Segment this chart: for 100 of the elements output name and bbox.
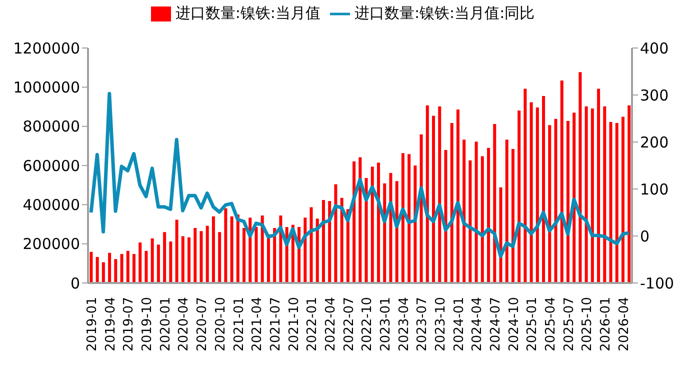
- bar: [474, 142, 478, 283]
- bar: [200, 231, 203, 283]
- bar: [334, 184, 338, 283]
- bar: [175, 220, 178, 283]
- bar: [126, 250, 130, 283]
- bar: [462, 140, 466, 283]
- y2-tick-label: 200: [640, 133, 669, 152]
- bar: [358, 157, 362, 283]
- bar: [266, 234, 270, 283]
- y-tick-label: 800000: [22, 118, 80, 136]
- bar: [150, 238, 154, 283]
- x-tick-label: 2021-04: [250, 297, 266, 352]
- x-tick-label: 2020-07: [195, 297, 210, 352]
- bar: [316, 218, 319, 283]
- bar: [548, 125, 552, 283]
- y-tick-label: 600000: [22, 156, 80, 175]
- bar: [328, 200, 332, 283]
- y2-tick-label: 100: [640, 180, 669, 198]
- x-tick-label: 2019-04: [103, 297, 118, 352]
- bar: [420, 134, 423, 283]
- y-tick-label: 400000: [22, 196, 80, 214]
- bar: [322, 200, 325, 283]
- bar: [468, 160, 472, 283]
- bar: [566, 120, 570, 283]
- x-tick-label: 2026-01: [598, 297, 614, 352]
- bar: [408, 154, 411, 283]
- x-tick-label: 2020-04: [176, 297, 192, 352]
- bar: [260, 215, 264, 283]
- y2-tick-label: 300: [640, 86, 669, 104]
- y-tick-label: 1000000: [13, 78, 80, 96]
- bar: [138, 242, 142, 283]
- bar: [194, 228, 197, 283]
- bar: [609, 122, 612, 283]
- bar: [505, 140, 508, 283]
- legend-label: 进口数量:镍铁:当月值:同比: [354, 4, 535, 22]
- bar: [542, 96, 546, 283]
- bar: [432, 116, 436, 283]
- bar: [628, 105, 631, 283]
- bar: [230, 216, 234, 283]
- x-tick-label: 2025-07: [562, 297, 577, 352]
- y-tick-label: 0: [70, 274, 80, 292]
- bar: [518, 110, 521, 283]
- x-tick-label: 2023-04: [396, 297, 412, 352]
- y2-tick-label: 0: [640, 227, 650, 246]
- bar: [181, 236, 184, 283]
- bar: [242, 228, 246, 283]
- bar: [254, 226, 258, 283]
- bar: [560, 80, 564, 283]
- legend-label: 进口数量:镍铁:当月值: [175, 4, 320, 22]
- bar: [487, 148, 490, 283]
- bar: [364, 178, 368, 283]
- x-tick-label: 2022-10: [360, 297, 376, 352]
- bar: [102, 262, 105, 283]
- x-tick-label: 2022-01: [305, 297, 320, 352]
- bar: [96, 256, 99, 283]
- bar: [156, 244, 160, 283]
- x-tick-label: 2021-07: [268, 297, 284, 352]
- bar: [621, 116, 624, 283]
- x-tick-label: 2021-01: [232, 297, 247, 352]
- bar: [590, 108, 594, 283]
- bar: [304, 218, 307, 283]
- x-tick-label: 2024-04: [470, 297, 486, 352]
- bar: [530, 102, 533, 283]
- bar: [144, 250, 148, 283]
- x-tick-label: 2023-01: [378, 297, 394, 352]
- bar: [212, 216, 215, 283]
- x-tick-label: 2026-04: [616, 297, 632, 352]
- bar: [120, 254, 124, 283]
- bar: [273, 228, 276, 283]
- bar: [108, 252, 112, 283]
- bar: [414, 166, 417, 283]
- bar: [450, 123, 454, 283]
- x-tick-label: 2025-01: [525, 297, 540, 352]
- line-series: [89, 92, 631, 258]
- x-tick-label: 2024-10: [506, 297, 522, 352]
- bar: [169, 241, 172, 283]
- x-tick-label: 2023-07: [415, 297, 430, 352]
- bar: [206, 226, 209, 283]
- bar: [426, 105, 429, 283]
- x-tick-label: 2020-10: [213, 297, 228, 352]
- x-tick-label: 2023-10: [433, 297, 448, 352]
- x-tick-label: 2024-07: [488, 297, 504, 352]
- bar: [554, 118, 558, 283]
- bar: [236, 214, 240, 283]
- x-tick-label: 2025-10: [580, 297, 596, 352]
- bar: [370, 166, 374, 283]
- bar: [615, 123, 618, 283]
- bar: [603, 106, 606, 283]
- bar: [401, 153, 404, 283]
- x-tick-label: 2019-07: [122, 297, 137, 352]
- bar: [511, 149, 514, 283]
- bar: [456, 109, 460, 283]
- bar: [224, 208, 228, 283]
- x-tick-label: 2024-01: [452, 297, 467, 352]
- bar: [310, 207, 313, 283]
- bar: [438, 106, 442, 283]
- x-tick-label: 2025-04: [543, 297, 558, 352]
- x-tick-label: 2021-10: [286, 297, 302, 352]
- bar: [114, 259, 118, 283]
- bar: [480, 156, 484, 283]
